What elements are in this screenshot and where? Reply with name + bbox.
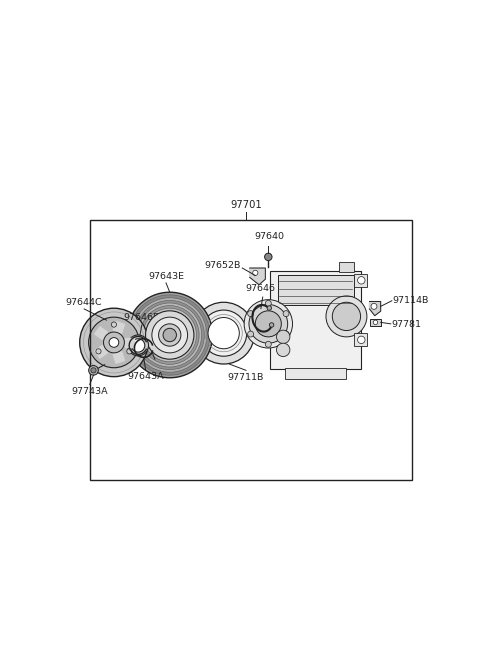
Circle shape — [265, 341, 271, 347]
Circle shape — [104, 332, 124, 353]
Circle shape — [132, 338, 145, 352]
Circle shape — [145, 311, 194, 359]
Polygon shape — [95, 346, 108, 358]
Circle shape — [109, 338, 119, 347]
Circle shape — [127, 349, 132, 354]
Circle shape — [248, 331, 253, 337]
Bar — [354, 274, 367, 287]
Circle shape — [267, 306, 272, 310]
Bar — [285, 368, 347, 379]
Circle shape — [140, 306, 199, 364]
Text: 97644C: 97644C — [66, 298, 103, 307]
Circle shape — [152, 317, 188, 353]
Circle shape — [96, 349, 101, 354]
Polygon shape — [113, 321, 124, 333]
Text: 97652B: 97652B — [204, 261, 240, 270]
Text: 97646: 97646 — [245, 284, 275, 293]
Circle shape — [255, 311, 281, 337]
Circle shape — [248, 311, 253, 317]
Circle shape — [265, 300, 271, 306]
Circle shape — [208, 318, 240, 349]
Circle shape — [373, 320, 378, 325]
Circle shape — [91, 368, 96, 373]
Circle shape — [371, 303, 377, 310]
Circle shape — [358, 336, 365, 344]
Circle shape — [276, 343, 290, 357]
Circle shape — [89, 365, 98, 375]
Circle shape — [135, 300, 204, 369]
Text: 97711B: 97711B — [228, 373, 264, 382]
Circle shape — [127, 292, 213, 378]
Circle shape — [332, 302, 360, 331]
Polygon shape — [370, 302, 381, 316]
Text: 97646B: 97646B — [124, 314, 160, 322]
Text: 97643A: 97643A — [127, 372, 164, 381]
Circle shape — [80, 308, 148, 377]
Polygon shape — [125, 338, 134, 347]
Circle shape — [276, 330, 290, 344]
Text: 97640: 97640 — [254, 232, 284, 241]
Circle shape — [193, 302, 254, 364]
Circle shape — [249, 304, 288, 343]
Text: 97781: 97781 — [392, 319, 421, 329]
Circle shape — [264, 253, 272, 260]
Text: 97114B: 97114B — [393, 296, 429, 304]
Bar — [270, 271, 361, 369]
Circle shape — [283, 331, 289, 337]
Circle shape — [158, 324, 181, 346]
Polygon shape — [113, 352, 124, 363]
Circle shape — [130, 295, 210, 375]
Text: 97643E: 97643E — [148, 272, 184, 281]
Circle shape — [132, 298, 207, 372]
Circle shape — [326, 296, 367, 337]
Text: 97743A: 97743A — [72, 387, 108, 396]
Circle shape — [244, 300, 292, 348]
Circle shape — [201, 310, 247, 356]
Bar — [277, 276, 354, 305]
Circle shape — [128, 335, 148, 356]
Circle shape — [283, 311, 289, 317]
Circle shape — [269, 323, 274, 327]
Circle shape — [163, 328, 177, 342]
Circle shape — [252, 270, 258, 276]
Polygon shape — [95, 327, 108, 340]
Text: 97701: 97701 — [230, 200, 262, 211]
Bar — [354, 333, 367, 346]
Bar — [339, 262, 354, 272]
Bar — [370, 319, 381, 325]
Circle shape — [89, 317, 139, 368]
Circle shape — [143, 308, 196, 362]
Polygon shape — [250, 268, 265, 285]
Circle shape — [84, 312, 144, 373]
Circle shape — [138, 303, 202, 367]
Circle shape — [111, 322, 117, 327]
Circle shape — [358, 277, 365, 284]
Bar — [90, 220, 411, 480]
